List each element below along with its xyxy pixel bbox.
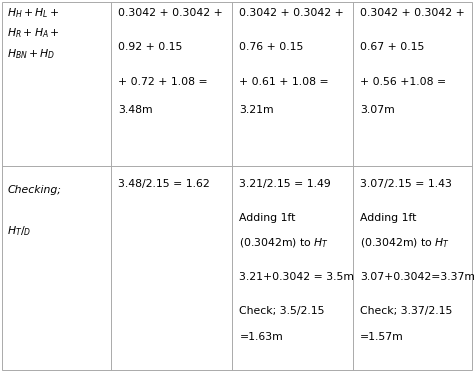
Text: 3.21m: 3.21m xyxy=(239,105,274,115)
Text: $H_{BN} + H_D$: $H_{BN} + H_D$ xyxy=(7,47,55,61)
Text: 0.67 + 0.15: 0.67 + 0.15 xyxy=(360,42,425,51)
Text: (0.3042m) to $H_T$: (0.3042m) to $H_T$ xyxy=(360,237,450,250)
Text: $H_R + H_A +$: $H_R + H_A +$ xyxy=(7,26,60,41)
Text: =1.63m: =1.63m xyxy=(239,332,283,341)
Text: + 0.61 + 1.08 =: + 0.61 + 1.08 = xyxy=(239,77,329,87)
Text: 3.07/2.15 = 1.43: 3.07/2.15 = 1.43 xyxy=(360,179,452,189)
Text: 3.48/2.15 = 1.62: 3.48/2.15 = 1.62 xyxy=(118,179,210,189)
Text: 0.76 + 0.15: 0.76 + 0.15 xyxy=(239,42,304,51)
Text: Checking;: Checking; xyxy=(7,185,61,195)
Text: + 0.56 +1.08 =: + 0.56 +1.08 = xyxy=(360,77,447,87)
Text: (0.3042m) to $H_T$: (0.3042m) to $H_T$ xyxy=(239,237,329,250)
Text: Check; 3.5/2.15: Check; 3.5/2.15 xyxy=(239,306,325,315)
Text: =1.57m: =1.57m xyxy=(360,332,404,341)
Text: + 0.72 + 1.08 =: + 0.72 + 1.08 = xyxy=(118,77,208,87)
Text: Check; 3.37/2.15: Check; 3.37/2.15 xyxy=(360,306,453,315)
Text: 3.21/2.15 = 1.49: 3.21/2.15 = 1.49 xyxy=(239,179,331,189)
Text: 3.07m: 3.07m xyxy=(360,105,395,115)
Text: $H_T/_{D}$: $H_T/_{D}$ xyxy=(7,224,31,238)
Text: 3.07+0.3042=3.37m: 3.07+0.3042=3.37m xyxy=(360,272,474,282)
Text: Adding 1ft: Adding 1ft xyxy=(360,213,417,222)
Text: 0.3042 + 0.3042 +: 0.3042 + 0.3042 + xyxy=(118,8,223,18)
Text: 3.21+0.3042 = 3.5m: 3.21+0.3042 = 3.5m xyxy=(239,272,355,282)
Text: 0.3042 + 0.3042 +: 0.3042 + 0.3042 + xyxy=(360,8,465,18)
Text: 0.3042 + 0.3042 +: 0.3042 + 0.3042 + xyxy=(239,8,344,18)
Text: $H_H + H_L +$: $H_H + H_L +$ xyxy=(7,6,59,20)
Text: Adding 1ft: Adding 1ft xyxy=(239,213,296,222)
Text: 3.48m: 3.48m xyxy=(118,105,153,115)
Text: 0.92 + 0.15: 0.92 + 0.15 xyxy=(118,42,183,51)
